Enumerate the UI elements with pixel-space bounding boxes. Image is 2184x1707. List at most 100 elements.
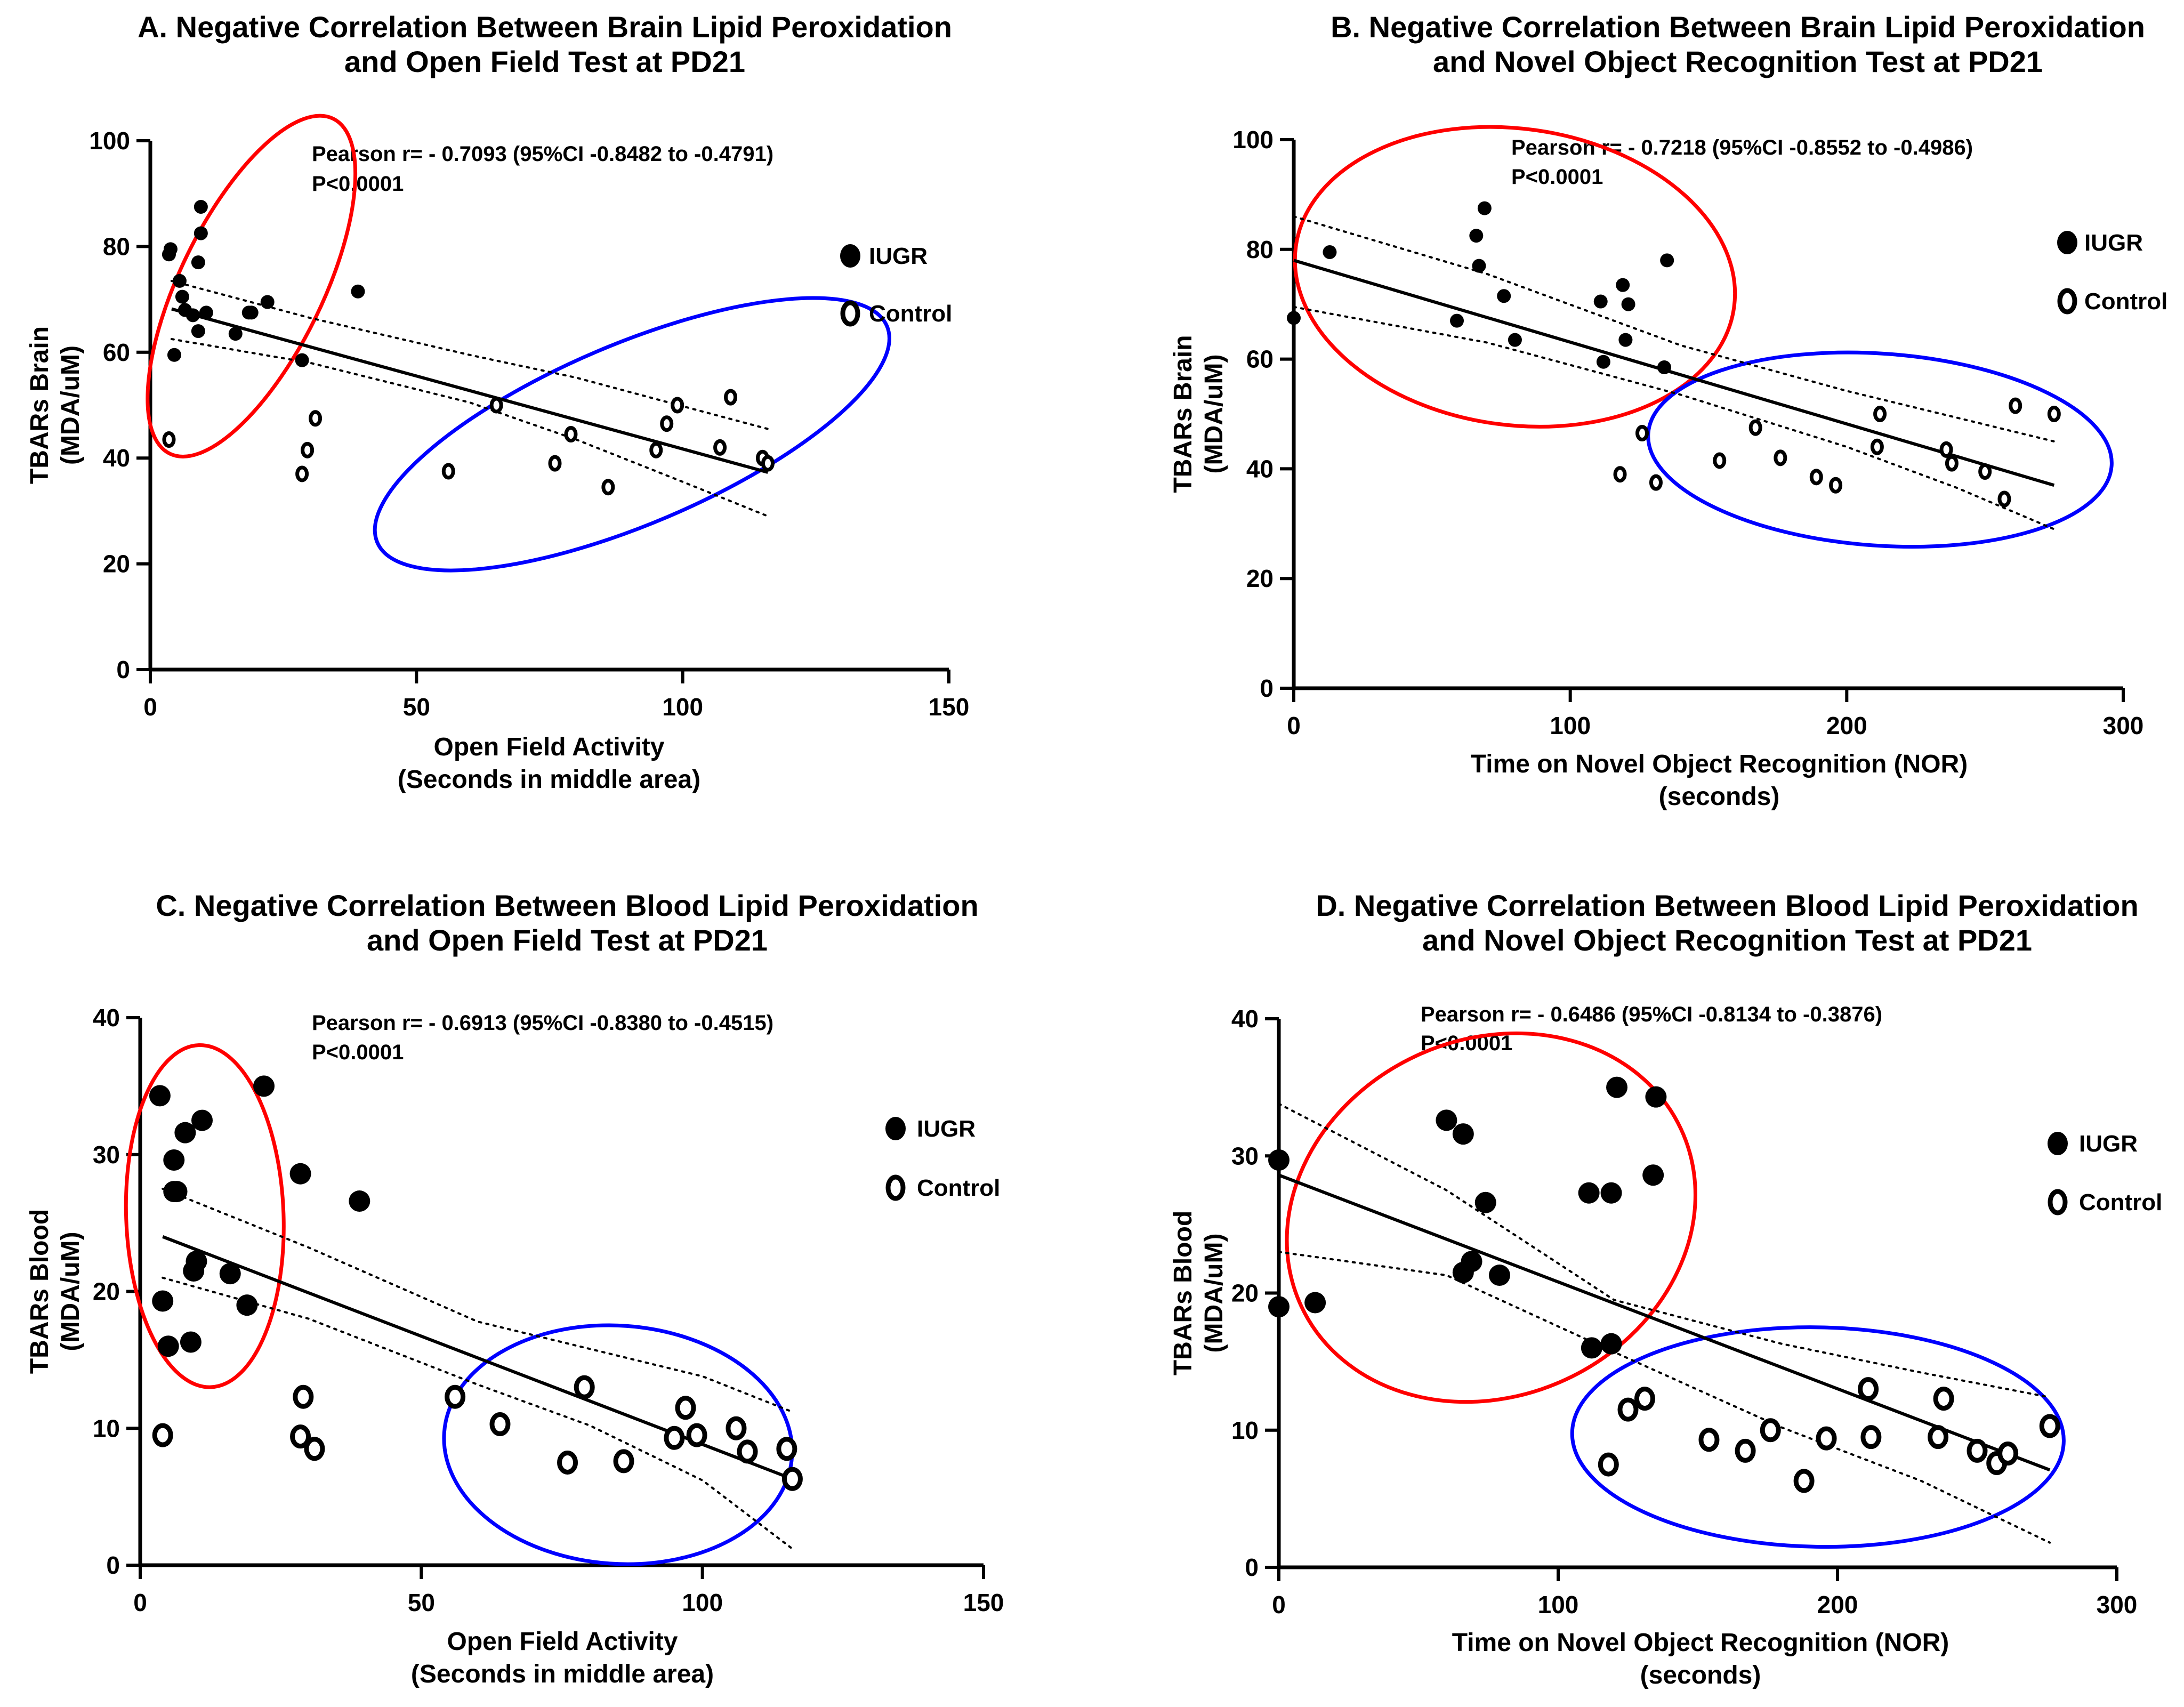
- data-point-control: [737, 1439, 758, 1464]
- data-point-control: [489, 1412, 511, 1437]
- data-point-control: [574, 1375, 595, 1399]
- y-axis-label: (MDA/uM): [57, 345, 85, 465]
- x-tick-label: 300: [2103, 712, 2144, 739]
- data-point-control: [726, 1416, 747, 1440]
- confidence-band-lower: [170, 338, 769, 518]
- data-point-iugr: [191, 324, 205, 339]
- panel-b-chart: B. Negative Correlation Between Brain Li…: [1169, 10, 2167, 811]
- x-tick-label: 100: [1550, 712, 1591, 739]
- data-point-iugr: [1436, 1109, 1457, 1131]
- data-point-iugr: [163, 242, 178, 256]
- data-point-iugr: [149, 1085, 171, 1107]
- x-axis-label: (Seconds in middle area): [398, 766, 700, 794]
- legend-iugr-label: IUGR: [2084, 230, 2143, 256]
- data-point-iugr: [1452, 1123, 1474, 1145]
- data-point-control: [1829, 477, 1843, 494]
- legend-control-label: Control: [917, 1175, 1000, 1201]
- y-tick-label: 60: [103, 339, 130, 366]
- data-point-iugr: [1618, 333, 1633, 347]
- y-axis-label: (MDA/uM): [1200, 355, 1228, 474]
- data-point-control: [1793, 1469, 1815, 1493]
- data-point-iugr: [1657, 360, 1672, 375]
- y-tick-label: 10: [93, 1414, 120, 1442]
- data-point-control: [1858, 1377, 1879, 1402]
- chart-title: and Novel Object Recognition Test at PD2…: [1422, 923, 2032, 957]
- y-tick-label: 0: [106, 1551, 120, 1579]
- confidence-band-upper: [1278, 1102, 2051, 1398]
- x-tick-label: 50: [408, 1589, 435, 1616]
- data-point-control: [649, 441, 663, 458]
- data-point-control: [290, 1424, 311, 1449]
- data-point-iugr: [191, 1109, 213, 1131]
- x-tick-label: 200: [1826, 712, 1867, 739]
- chart-title: and Open Field Test at PD21: [367, 923, 768, 957]
- confidence-band-upper: [170, 279, 769, 430]
- chart-title: C. Negative Correlation Between Blood Li…: [156, 889, 978, 922]
- x-axis-label: Time on Novel Object Recognition (NOR): [1452, 1629, 1949, 1657]
- y-tick-label: 30: [1231, 1142, 1259, 1170]
- y-tick-label: 20: [103, 550, 130, 578]
- data-point-iugr: [191, 255, 205, 270]
- x-tick-label: 0: [1272, 1591, 1286, 1619]
- data-point-iugr: [1581, 1337, 1602, 1359]
- data-point-control: [776, 1437, 797, 1461]
- data-point-control: [1870, 438, 1884, 455]
- group-ellipse-control: [1570, 1325, 2066, 1549]
- y-tick-label: 100: [89, 127, 130, 155]
- panel-d-chart: D. Negative Correlation Between Blood Li…: [1169, 889, 2162, 1689]
- data-point-control: [2039, 1414, 2060, 1438]
- chart-title: D. Negative Correlation Between Blood Li…: [1316, 889, 2138, 922]
- data-point-control: [724, 389, 738, 406]
- pearson-stat: P<0.0001: [312, 1041, 404, 1064]
- data-point-iugr: [1323, 245, 1337, 259]
- data-point-control: [1997, 490, 2011, 508]
- data-point-control: [304, 1437, 325, 1461]
- legend-iugr-label: IUGR: [917, 1116, 976, 1142]
- data-point-iugr: [1600, 1182, 1622, 1204]
- pearson-stat: Pearson r= - 0.6486 (95%CI -0.8134 to -0…: [1421, 1003, 1882, 1026]
- data-point-iugr: [244, 305, 259, 320]
- data-point-iugr: [219, 1263, 241, 1285]
- data-point-iugr: [1477, 201, 1492, 215]
- y-tick-label: 30: [93, 1141, 120, 1169]
- data-point-control: [613, 1449, 634, 1474]
- x-tick-label: 100: [1538, 1591, 1579, 1619]
- data-point-control: [557, 1450, 578, 1475]
- data-point-iugr: [199, 305, 213, 320]
- legend-control-label: Control: [2084, 288, 2167, 315]
- legend-control-marker: [2057, 288, 2077, 315]
- data-point-iugr: [166, 1181, 188, 1203]
- data-point-control: [295, 465, 309, 482]
- data-point-control: [1649, 474, 1663, 491]
- data-point-iugr: [1578, 1182, 1600, 1204]
- x-tick-label: 0: [143, 693, 157, 721]
- y-tick-label: 40: [1246, 455, 1274, 482]
- data-point-iugr: [351, 284, 365, 299]
- data-point-control: [2047, 406, 2061, 422]
- x-axis-label: (Seconds in middle area): [411, 1660, 714, 1688]
- data-point-iugr: [175, 289, 189, 304]
- data-point-control: [162, 431, 176, 448]
- data-point-control: [548, 455, 562, 472]
- data-point-iugr: [1645, 1086, 1667, 1108]
- data-point-iugr: [1593, 294, 1608, 309]
- data-point-iugr: [194, 226, 208, 240]
- y-tick-label: 0: [1245, 1553, 1259, 1581]
- confidence-band-lower: [1278, 1251, 2051, 1544]
- y-axis-label: (MDA/uM): [57, 1232, 85, 1351]
- data-point-iugr: [180, 1331, 202, 1353]
- data-point-iugr: [194, 200, 208, 214]
- y-tick-label: 0: [1260, 674, 1274, 702]
- data-point-iugr: [186, 308, 200, 323]
- confidence-band-upper: [1293, 215, 2056, 442]
- x-tick-label: 0: [133, 1589, 147, 1616]
- regression-line: [1293, 259, 2055, 487]
- data-point-iugr: [1621, 297, 1635, 311]
- y-tick-label: 10: [1231, 1416, 1259, 1444]
- data-point-control: [1945, 455, 1959, 472]
- data-point-control: [1997, 1441, 2019, 1466]
- pearson-stat: Pearson r= - 0.7093 (95%CI -0.8482 to -0…: [312, 142, 773, 166]
- y-tick-label: 80: [103, 232, 130, 260]
- x-tick-label: 150: [963, 1589, 1004, 1616]
